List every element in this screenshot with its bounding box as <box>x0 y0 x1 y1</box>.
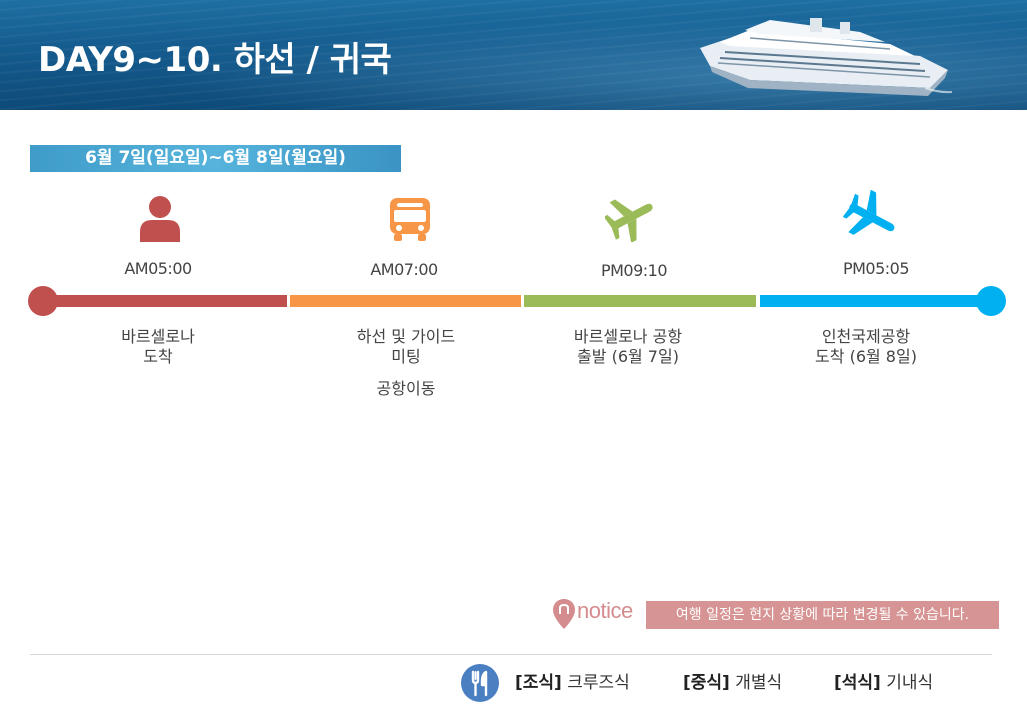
airplane-icon <box>605 199 653 242</box>
timeline-start-dot <box>28 286 58 316</box>
person-icon <box>140 196 180 242</box>
step-description: 하선 및 가이드 미팅 공항이동 <box>306 327 506 399</box>
fork-knife-icon <box>461 664 499 702</box>
step-description: 바르셀로나 공항 출발 (6월 7일) <box>573 327 683 366</box>
airplane-icon <box>843 190 895 235</box>
meal-breakfast: [조식] 크루즈식 <box>515 673 630 693</box>
meal-lunch: [중식] 개별식 <box>683 673 783 693</box>
step-time: PM09:10 <box>600 261 668 280</box>
date-range-badge: 6월 7일(일요일)~6월 8일(월요일) <box>30 145 401 172</box>
timeline-segment <box>290 295 521 307</box>
step-time: AM07:00 <box>370 260 438 279</box>
timeline-end-dot <box>976 286 1006 316</box>
location-pin-icon <box>553 599 575 629</box>
notice-message: 여행 일정은 현지 상황에 따라 변경될 수 있습니다. <box>646 601 999 629</box>
header-banner: DAY9~10. 하선 / 귀국 <box>0 0 1027 110</box>
meal-dinner: [석식] 기내식 <box>834 673 934 693</box>
page-title: DAY9~10. 하선 / 귀국 <box>38 40 392 80</box>
timeline-segment <box>42 295 287 307</box>
step-extra: 공항이동 <box>376 379 436 398</box>
timeline-segment <box>760 295 990 307</box>
divider <box>30 654 992 655</box>
timeline-segment <box>524 295 756 307</box>
step-description: 바르셀로나 도착 <box>121 327 195 366</box>
step-time: PM05:05 <box>842 259 910 278</box>
cruise-ship-icon <box>700 18 953 96</box>
step-time: AM05:00 <box>124 259 192 278</box>
step-description: 인천국제공항 도착 (6월 8일) <box>815 327 917 366</box>
bus-icon <box>390 198 430 241</box>
